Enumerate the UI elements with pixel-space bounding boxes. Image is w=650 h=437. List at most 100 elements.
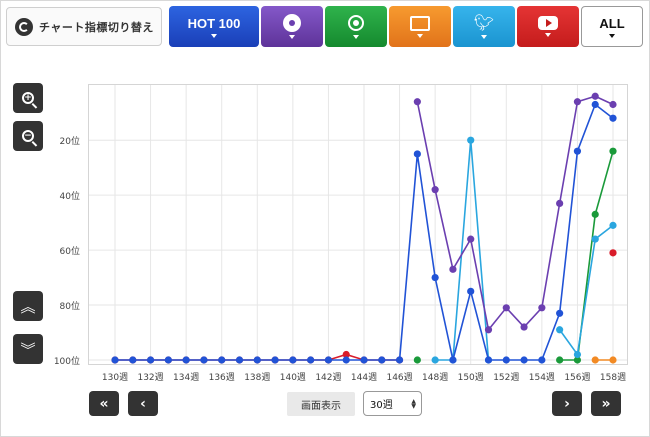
sales-data-point <box>431 186 439 194</box>
twitter-data-point <box>591 235 599 243</box>
hot100-data-point <box>449 356 457 364</box>
y-tick-label: 60位 <box>60 245 80 257</box>
double-chevron-left-icon: « <box>99 395 109 412</box>
select-updown-icon: ▲ ▼ <box>411 398 416 410</box>
period-select[interactable]: 30週 ▲ ▼ <box>363 391 422 416</box>
x-tick-label: 134週 <box>173 372 199 383</box>
twitter-data-point <box>573 350 582 359</box>
x-tick-label: 158週 <box>600 372 626 383</box>
chart-toolbar: チャート指標切り替え HOT 100 🐦︎ ALL <box>0 0 650 50</box>
period-value: 30週 <box>370 400 393 411</box>
zoom-out-button[interactable]: − <box>13 121 43 151</box>
sales-series-line <box>416 95 614 332</box>
twitter-data-point <box>431 356 439 364</box>
hot100-data-point <box>591 100 599 109</box>
x-tick-label: 150週 <box>458 372 484 383</box>
hot100-button[interactable]: HOT 100 <box>169 6 259 47</box>
hot100-data-point <box>502 356 510 364</box>
hot100-data-point <box>484 356 493 364</box>
pc-data-point <box>609 356 617 364</box>
pc-button[interactable] <box>389 6 451 47</box>
double-chevron-down-icon: ︾ <box>20 340 36 359</box>
hot100-data-point <box>556 309 564 317</box>
prev-page-button[interactable]: ‹ <box>128 391 158 416</box>
hot100-data-point <box>538 356 546 364</box>
sales-data-point <box>573 98 582 106</box>
sales-data-point <box>413 98 421 106</box>
dropdown-arrow-icon <box>481 35 487 39</box>
y-tick-label: 40位 <box>60 190 80 202</box>
x-tick-label: 132週 <box>137 372 163 383</box>
youtube-data-point <box>342 350 350 359</box>
radio-data-point <box>591 210 599 218</box>
twitter-button[interactable]: 🐦︎ <box>453 6 515 47</box>
hot100-data-point <box>111 356 119 364</box>
twitter-data-point <box>556 326 564 334</box>
sales-data-point <box>449 265 457 273</box>
youtube-button[interactable] <box>517 6 579 47</box>
x-tick-label: 148週 <box>422 372 448 383</box>
radio-button[interactable] <box>325 6 387 47</box>
hot100-data-point <box>324 356 333 364</box>
radio-series-line <box>559 150 614 361</box>
sales-data-point <box>467 235 475 243</box>
last-page-button[interactable]: » <box>591 391 621 416</box>
sales-data-point <box>591 92 599 100</box>
hot100-data-point <box>289 356 297 364</box>
rank-up-button[interactable]: ︽ <box>13 291 43 321</box>
youtube-play-icon <box>538 16 558 30</box>
dropdown-arrow-icon <box>289 35 295 39</box>
chevron-right-icon: › <box>564 395 570 412</box>
radio-data-point <box>573 356 582 364</box>
hot100-data-point <box>520 356 528 364</box>
hot100-data-point <box>235 356 244 364</box>
plot-area <box>88 84 628 365</box>
twitter-data-point <box>467 136 475 144</box>
radio-data-point <box>413 356 421 364</box>
hot100-data-point <box>378 356 386 364</box>
pc-data-point <box>591 356 599 364</box>
zoom-in-button[interactable]: + <box>13 83 43 113</box>
hot100-data-point <box>182 356 190 364</box>
hot100-data-point <box>218 356 226 364</box>
sales-data-point <box>609 100 617 109</box>
y-tick-label: 100位 <box>54 355 80 367</box>
pc-monitor-icon <box>410 15 430 31</box>
display-label: 画面表示 <box>287 392 355 416</box>
hot100-data-point <box>573 147 582 155</box>
hot100-data-point <box>413 150 421 158</box>
twitter-series-line <box>558 224 614 357</box>
x-tick-label: 142週 <box>315 372 341 383</box>
twitter-series-line <box>435 140 490 361</box>
sales-data-point <box>484 326 493 334</box>
x-tick-label: 152週 <box>493 372 519 383</box>
y-tick-label: 80位 <box>60 300 80 312</box>
cd-sales-icon <box>283 14 301 32</box>
x-tick-label: 138週 <box>244 372 270 383</box>
hot100-label: HOT 100 <box>187 15 241 31</box>
y-tick-label: 20位 <box>60 135 80 147</box>
double-chevron-up-icon: ︽ <box>20 297 36 316</box>
switch-label: チャート指標切り替え <box>39 20 154 34</box>
radio-data-point <box>609 147 617 155</box>
hot100-data-point <box>129 356 137 364</box>
hot100-data-point <box>609 114 617 122</box>
first-page-button[interactable]: « <box>89 391 119 416</box>
sales-button[interactable] <box>261 6 323 47</box>
hot100-data-point <box>146 356 155 364</box>
dropdown-arrow-icon <box>609 33 615 38</box>
next-page-button[interactable]: › <box>552 391 582 416</box>
dropdown-arrow-icon <box>211 33 217 38</box>
chart-index-switch[interactable]: チャート指標切り替え <box>6 7 162 46</box>
hot100-data-point <box>253 356 261 364</box>
chevron-left-icon: ‹ <box>140 395 146 412</box>
rank-down-button[interactable]: ︾ <box>13 334 43 364</box>
hot100-data-point <box>360 356 368 364</box>
all-button[interactable]: ALL <box>581 6 643 47</box>
x-tick-label: 156週 <box>564 372 590 383</box>
hot100-data-point <box>307 356 315 364</box>
twitter-data-point <box>609 221 617 229</box>
hot100-data-point <box>164 356 172 364</box>
dropdown-arrow-icon <box>353 35 359 39</box>
